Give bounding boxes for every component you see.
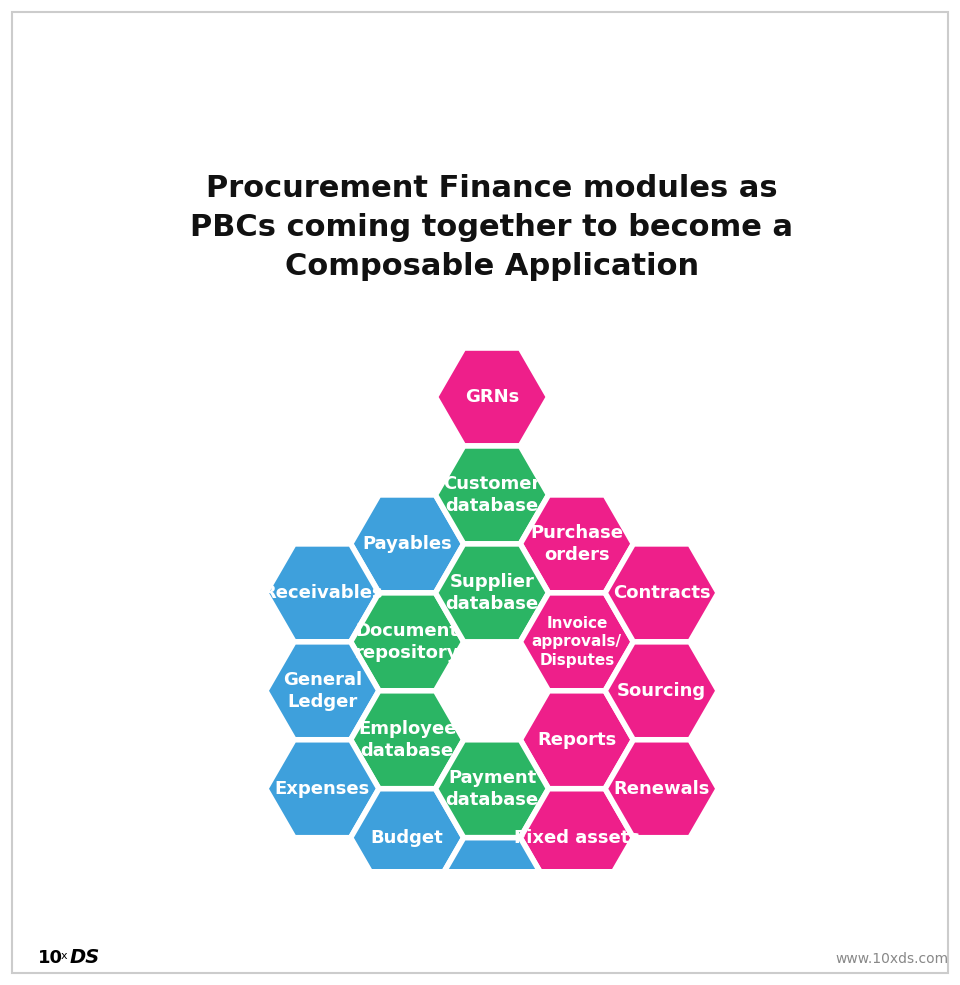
Polygon shape (520, 690, 634, 789)
Polygon shape (436, 740, 548, 837)
Polygon shape (266, 544, 379, 642)
Polygon shape (605, 642, 718, 740)
Text: Document
repository: Document repository (355, 622, 460, 662)
Polygon shape (436, 837, 548, 936)
Text: Supplier
database: Supplier database (445, 572, 539, 613)
Text: Budget: Budget (371, 828, 444, 847)
Text: Customer
database: Customer database (444, 475, 540, 515)
Polygon shape (436, 544, 548, 642)
Polygon shape (350, 494, 464, 593)
Polygon shape (436, 446, 548, 544)
Text: x: x (60, 952, 67, 961)
Text: Profit: Profit (464, 878, 520, 895)
Polygon shape (605, 544, 718, 642)
Text: Sourcing: Sourcing (617, 682, 707, 699)
Text: Purchase
orders: Purchase orders (530, 524, 623, 564)
Polygon shape (436, 348, 548, 446)
Text: Employee
database: Employee database (358, 720, 456, 759)
Text: Receivables: Receivables (262, 584, 383, 602)
Text: DS: DS (70, 949, 101, 967)
Text: GRNs: GRNs (465, 388, 519, 406)
Text: Expenses: Expenses (275, 780, 370, 798)
Polygon shape (605, 740, 718, 837)
Text: Payment
database: Payment database (445, 768, 539, 809)
Text: www.10xds.com: www.10xds.com (835, 952, 948, 966)
Polygon shape (520, 789, 634, 886)
Text: Contracts: Contracts (612, 584, 710, 602)
Polygon shape (520, 593, 634, 690)
Text: Renewals: Renewals (613, 780, 709, 798)
Polygon shape (350, 593, 464, 690)
Polygon shape (266, 642, 379, 740)
Text: Invoice
approvals/
Disputes: Invoice approvals/ Disputes (532, 616, 622, 668)
Text: General
Ledger: General Ledger (283, 671, 362, 711)
Text: Reports: Reports (538, 731, 616, 749)
Polygon shape (350, 690, 464, 789)
Text: Payables: Payables (362, 535, 452, 553)
Text: 10: 10 (38, 950, 63, 967)
Text: Fixed assets: Fixed assets (514, 828, 639, 847)
Polygon shape (266, 740, 379, 837)
Polygon shape (520, 494, 634, 593)
Polygon shape (350, 789, 464, 886)
Text: Procurement Finance modules as
PBCs coming together to become a
Composable Appli: Procurement Finance modules as PBCs comi… (190, 173, 794, 282)
